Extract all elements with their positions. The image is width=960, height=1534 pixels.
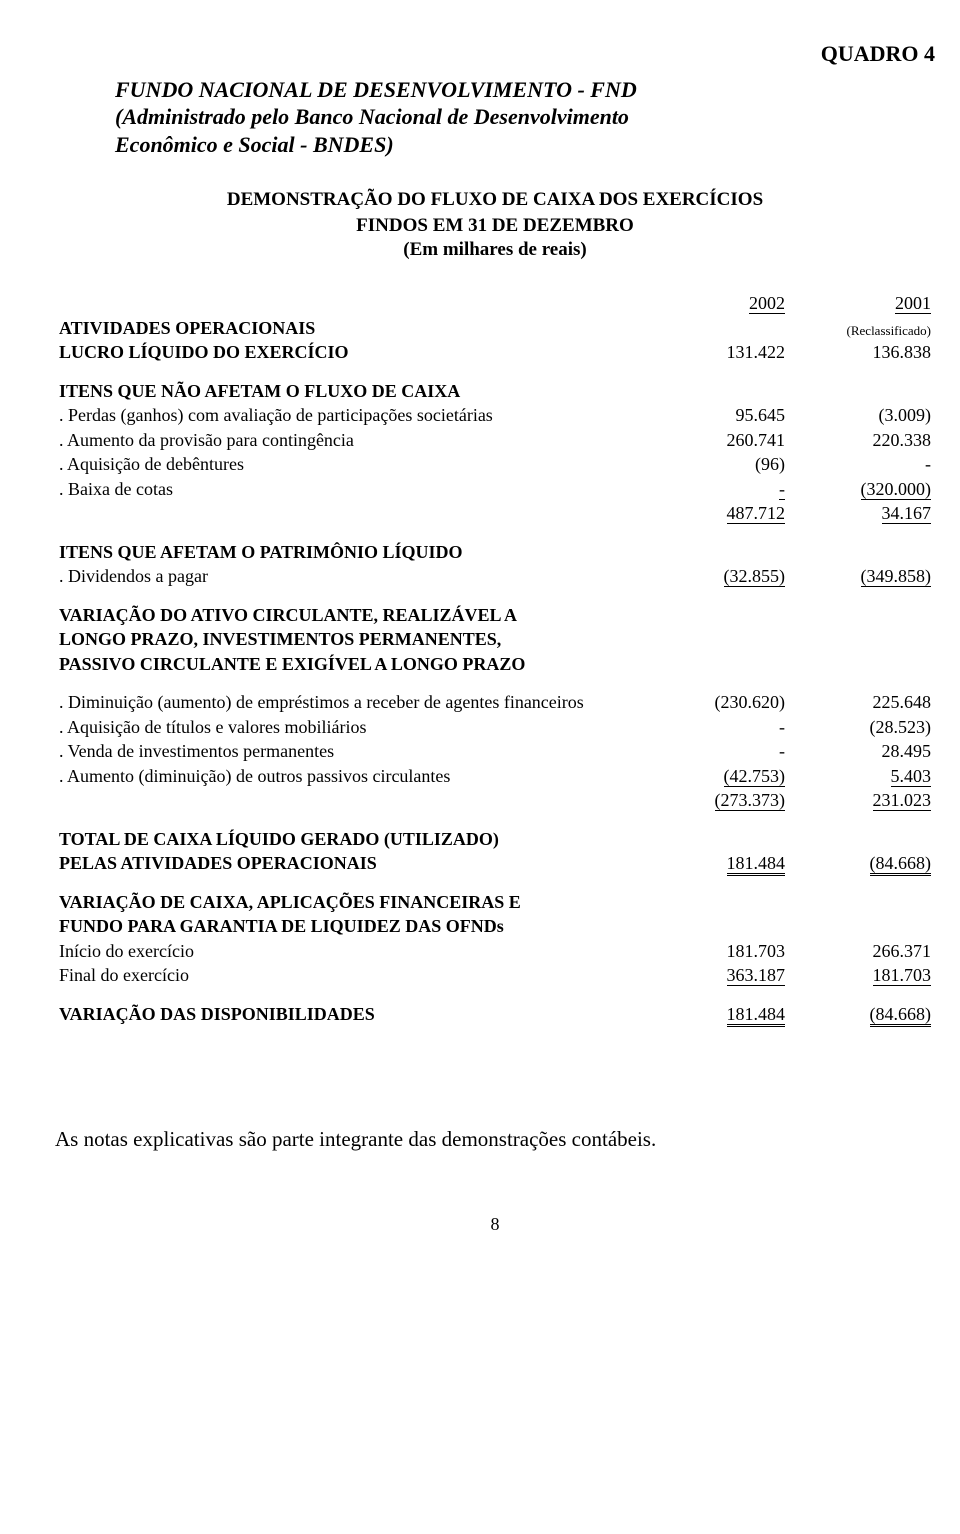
title-line-3: Econômico e Social - BNDES): [115, 131, 935, 159]
total-v2: (84.668): [870, 853, 932, 876]
section-atividades: ATIVIDADES OPERACIONAIS: [55, 316, 671, 341]
section-variacao-1: VARIAÇÃO DO ATIVO CIRCULANTE, REALIZÁVEL…: [55, 603, 671, 628]
reclass-row: ATIVIDADES OPERACIONAIS (Reclassificado): [55, 316, 935, 341]
perdas-v2: (3.009): [807, 403, 935, 428]
section-afetam: ITENS QUE AFETAM O PATRIMÔNIO LÍQUIDO: [55, 540, 671, 565]
footnote: As notas explicativas são parte integran…: [55, 1126, 935, 1152]
row-sub1: 487.712 34.167: [55, 501, 935, 526]
perdas-label: . Perdas (ganhos) com avaliação de parti…: [55, 403, 671, 428]
page-number: 8: [55, 1213, 935, 1236]
section-variacao-3: PASSIVO CIRCULANTE E EXIGÍVEL A LONGO PR…: [55, 652, 671, 677]
var-disp-label: VARIAÇÃO DAS DISPONIBILIDADES: [55, 1002, 671, 1027]
row-aquis-tit: . Aquisição de títulos e valores mobiliá…: [55, 715, 935, 740]
demo-title-3: (Em milhares de reais): [55, 238, 935, 262]
col-2001: 2001: [895, 293, 931, 314]
section-varcaixa-1: VARIAÇÃO DE CAIXA, APLICAÇÕES FINANCEIRA…: [55, 890, 671, 915]
section-variacao-2: LONGO PRAZO, INVESTIMENTOS PERMANENTES,: [55, 627, 671, 652]
row-aquis-deb: . Aquisição de debêntures (96) -: [55, 452, 935, 477]
page: QUADRO 4 FUNDO NACIONAL DE DESENVOLVIMEN…: [0, 0, 960, 1275]
lucro-label: LUCRO LÍQUIDO DO EXERCÍCIO: [55, 340, 671, 365]
total-label: PELAS ATIVIDADES OPERACIONAIS: [55, 851, 671, 876]
row-aumento-prov: . Aumento da provisão para contingência …: [55, 428, 935, 453]
perdas-v1: 95.645: [671, 403, 789, 428]
row-perdas: . Perdas (ganhos) com avaliação de parti…: [55, 403, 935, 428]
demo-title-2: FINDOS EM 31 DE DEZEMBRO: [55, 214, 935, 238]
title-line-1: FUNDO NACIONAL DE DESENVOLVIMENTO - FND: [115, 76, 935, 104]
lucro-2001: 136.838: [807, 340, 935, 365]
row-dividendos: . Dividendos a pagar (32.855) (349.858): [55, 564, 935, 589]
row-venda: . Venda de investimentos permanentes - 2…: [55, 739, 935, 764]
row-total: PELAS ATIVIDADES OPERACIONAIS 181.484 (8…: [55, 851, 935, 876]
row-baixa: . Baixa de cotas - (320.000): [55, 477, 935, 502]
cashflow-table: 2002 2001 ATIVIDADES OPERACIONAIS (Recla…: [55, 291, 935, 1026]
row-lucro: LUCRO LÍQUIDO DO EXERCÍCIO 131.422 136.8…: [55, 340, 935, 365]
var-disp-v2: (84.668): [870, 1004, 932, 1027]
demo-title-1: DEMONSTRAÇÃO DO FLUXO DE CAIXA DOS EXERC…: [55, 188, 935, 212]
title-block: FUNDO NACIONAL DE DESENVOLVIMENTO - FND …: [55, 76, 935, 159]
section-varcaixa-2: FUNDO PARA GARANTIA DE LIQUIDEZ DAS OFND…: [55, 914, 671, 939]
quadro-label: QUADRO 4: [55, 40, 935, 68]
col-2002: 2002: [749, 293, 785, 314]
row-var-disp: VARIAÇÃO DAS DISPONIBILIDADES 181.484 (8…: [55, 1002, 935, 1027]
var-disp-v1: 181.484: [727, 1004, 786, 1027]
row-aum-dim: . Aumento (diminuição) de outros passivo…: [55, 764, 935, 789]
row-diminuicao: . Diminuição (aumento) de empréstimos a …: [55, 690, 935, 715]
section-nao-afetam-row: ITENS QUE NÃO AFETAM O FLUXO DE CAIXA: [55, 379, 935, 404]
row-sub2: (273.373) 231.023: [55, 788, 935, 813]
section-nao-afetam: ITENS QUE NÃO AFETAM O FLUXO DE CAIXA: [55, 379, 671, 404]
lucro-2002: 131.422: [671, 340, 789, 365]
total-v1: 181.484: [727, 853, 786, 876]
title-line-2: (Administrado pelo Banco Nacional de Des…: [115, 103, 935, 131]
row-inicio: Início do exercício 181.703 266.371: [55, 939, 935, 964]
section-total-1: TOTAL DE CAIXA LÍQUIDO GERADO (UTILIZADO…: [55, 827, 671, 852]
row-final: Final do exercício 363.187 181.703: [55, 963, 935, 988]
reclass-note: (Reclassificado): [807, 316, 935, 341]
year-header-row: 2002 2001: [55, 291, 935, 316]
section-afetam-row: ITENS QUE AFETAM O PATRIMÔNIO LÍQUIDO: [55, 540, 935, 565]
